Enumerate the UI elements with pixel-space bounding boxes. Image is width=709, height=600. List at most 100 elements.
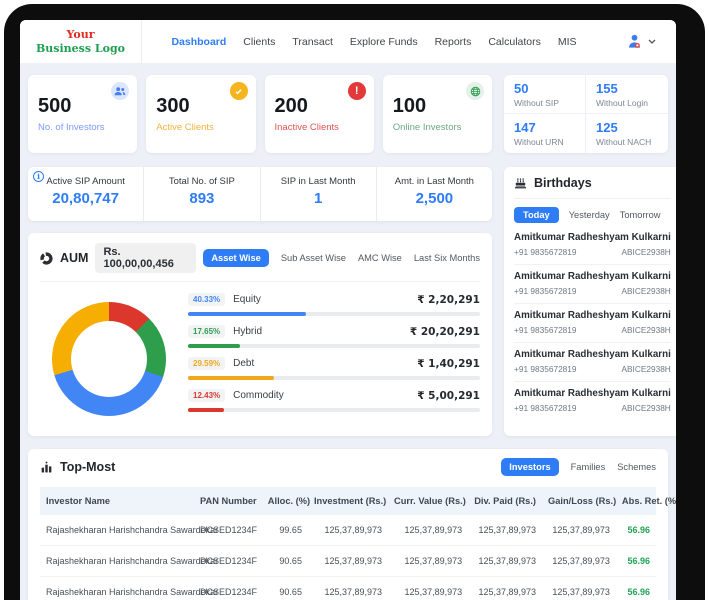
birthday-entry: Amitkumar Radheshyam Kulkarni +91 983567…: [514, 343, 671, 382]
table-row[interactable]: Rajashekharan Harishchandra Sawardekar D…: [40, 546, 656, 577]
quick-value: 155: [596, 82, 658, 96]
quick-stat-without-nach[interactable]: 125 Without NACH: [586, 114, 668, 153]
birthday-pan: ABICE2938H: [621, 364, 670, 374]
tab-yesterday[interactable]: Yesterday: [569, 210, 610, 220]
birthday-entry: Amitkumar Radheshyam Kulkarni +91 983567…: [514, 304, 671, 343]
tab-schemes[interactable]: Schemes: [617, 462, 656, 472]
col-alloc[interactable]: Alloc. (%): [262, 487, 308, 515]
sip-value: 893: [144, 190, 259, 207]
asset-progress-fill: [188, 312, 306, 316]
nav-transact[interactable]: Transact: [292, 36, 332, 48]
asset-progress-fill: [188, 344, 240, 348]
cell-abs-ret: 56.96: [616, 515, 656, 546]
nav-reports[interactable]: Reports: [435, 36, 472, 48]
birthdays-list: Amitkumar Radheshyam Kulkarni +91 983567…: [514, 226, 671, 420]
asset-progress-track: [188, 408, 480, 412]
asset-row-debt: 29.59% Debt ₹ 1,40,291: [188, 357, 480, 380]
app-window: Your Business Logo Dashboard Clients Tra…: [20, 20, 676, 600]
cell-curr-value: 125,37,89,973: [388, 546, 468, 577]
table-row[interactable]: Rajashekharan Harishchandra Sawardekar D…: [40, 515, 656, 546]
aum-card: AUM Rs. 100,00,00,456 Asset Wise Sub Ass…: [28, 233, 492, 436]
stat-card-online-investors[interactable]: 100 Online Investors: [383, 75, 492, 153]
tab-amc-wise[interactable]: AMC Wise: [358, 253, 402, 263]
table-header-row: Investor Name PAN Number Alloc. (%) Inve…: [40, 487, 656, 515]
info-icon[interactable]: i: [33, 171, 44, 182]
asset-pct-badge: 40.33%: [188, 293, 225, 306]
cell-investment: 125,37,89,973: [308, 577, 388, 600]
asset-progress-fill: [188, 408, 224, 412]
nav-clients[interactable]: Clients: [243, 36, 275, 48]
stat-label: Online Investors: [393, 122, 482, 133]
asset-value: ₹ 1,40,291: [417, 358, 480, 370]
col-div-paid[interactable]: Div. Paid (Rs.): [468, 487, 542, 515]
business-logo[interactable]: Your Business Logo: [20, 20, 142, 63]
birthday-phone: +91 9835672819: [514, 403, 577, 413]
col-curr-value[interactable]: Curr. Value (Rs.): [388, 487, 468, 515]
quick-stat-without-urn[interactable]: 147 Without URN: [504, 114, 586, 153]
nav-explore-funds[interactable]: Explore Funds: [350, 36, 418, 48]
cell-curr-value: 125,37,89,973: [388, 515, 468, 546]
asset-pct-badge: 29.59%: [188, 357, 225, 370]
col-gain-loss[interactable]: Gain/Loss (Rs.): [542, 487, 616, 515]
tab-sub-asset-wise[interactable]: Sub Asset Wise: [281, 253, 346, 263]
tab-investors[interactable]: Investors: [501, 458, 558, 476]
col-abs-ret[interactable]: Abs. Ret. (%): [616, 487, 656, 515]
birthday-phone: +91 9835672819: [514, 325, 577, 335]
sip-label: Total No. of SIP: [144, 176, 259, 187]
cell-investor-name: Rajashekharan Harishchandra Sawardekar: [40, 546, 194, 577]
stat-card-investors[interactable]: 500 No. of Investors: [28, 75, 137, 153]
birthdays-tabs: Today Yesterday Tomorrow: [514, 207, 671, 223]
tab-tomorrow[interactable]: Tomorrow: [620, 210, 661, 220]
birthday-name: Amitkumar Radheshyam Kulkarni: [514, 388, 671, 399]
cell-pan: DCSED1234F: [194, 515, 262, 546]
aum-tabs: Asset Wise Sub Asset Wise AMC Wise Last …: [203, 249, 480, 267]
stat-card-active-clients[interactable]: 300 Active Clients: [146, 75, 255, 153]
birthday-name: Amitkumar Radheshyam Kulkarni: [514, 271, 671, 282]
sip-last-month-count: SIP in Last Month 1: [261, 167, 377, 221]
cell-gain-loss: 125,37,89,973: [542, 515, 616, 546]
birthday-phone: +91 9835672819: [514, 364, 577, 374]
birthday-pan: ABICE2938H: [621, 403, 670, 413]
asset-progress-track: [188, 344, 480, 348]
tab-today[interactable]: Today: [514, 207, 559, 223]
nav-dashboard[interactable]: Dashboard: [171, 36, 226, 48]
col-investment[interactable]: Investment (Rs.): [308, 487, 388, 515]
tab-asset-wise[interactable]: Asset Wise: [203, 249, 269, 267]
bar-chart-icon: [40, 461, 53, 474]
birthday-name: Amitkumar Radheshyam Kulkarni: [514, 349, 671, 360]
stat-value: 300: [156, 96, 245, 116]
table-row[interactable]: Rajashekharan Harishchandra Sawardekar D…: [40, 577, 656, 600]
asset-progress-track: [188, 312, 480, 316]
tab-last-six-months[interactable]: Last Six Months: [414, 253, 480, 263]
nav-calculators[interactable]: Calculators: [488, 36, 541, 48]
birthday-name: Amitkumar Radheshyam Kulkarni: [514, 310, 671, 321]
asset-row-commodity: 12.43% Commodity ₹ 5,00,291: [188, 389, 480, 412]
birthday-pan: ABICE2938H: [621, 286, 670, 296]
donut-chart-icon: [40, 252, 53, 265]
cell-alloc: 90.65: [262, 577, 308, 600]
tab-families[interactable]: Families: [571, 462, 606, 472]
aum-title: AUM: [60, 251, 88, 265]
asset-label: Equity: [233, 294, 261, 305]
stat-value: 500: [38, 96, 127, 116]
quick-stat-without-login[interactable]: 155 Without Login: [586, 75, 668, 114]
stat-card-inactive-clients[interactable]: ! 200 Inactive Clients: [265, 75, 374, 153]
cell-pan: DCSED1234F: [194, 577, 262, 600]
quick-stat-without-sip[interactable]: 50 Without SIP: [504, 75, 586, 114]
asset-pct-badge: 17.65%: [188, 325, 225, 338]
logo-line2: Business Logo: [36, 42, 125, 56]
asset-row-equity: 40.33% Equity ₹ 2,20,291: [188, 293, 480, 316]
chevron-down-icon: [648, 39, 656, 44]
asset-row-hybrid: 17.65% Hybrid ₹ 20,20,291: [188, 325, 480, 348]
cell-div-paid: 125,37,89,973: [468, 577, 542, 600]
asset-pct-badge: 12.43%: [188, 389, 225, 402]
cell-investment: 125,37,89,973: [308, 515, 388, 546]
birthday-pan: ABICE2938H: [621, 325, 670, 335]
asset-progress-track: [188, 376, 480, 380]
user-menu[interactable]: [606, 20, 676, 63]
user-avatar-icon: [626, 33, 643, 50]
quick-value: 50: [514, 82, 575, 96]
col-pan-number[interactable]: PAN Number: [194, 487, 262, 515]
nav-mis[interactable]: MIS: [558, 36, 577, 48]
col-investor-name[interactable]: Investor Name: [40, 487, 194, 515]
